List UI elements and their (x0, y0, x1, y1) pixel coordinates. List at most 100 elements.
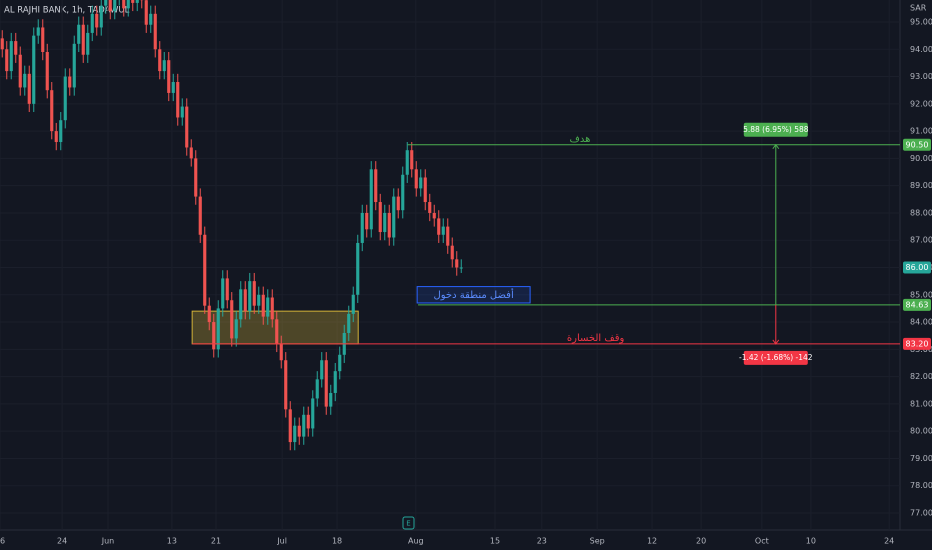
candle-body (320, 360, 324, 380)
candle-body (176, 82, 180, 118)
candle-body (257, 294, 261, 306)
candle-body (419, 177, 423, 189)
price-label-box (903, 337, 931, 350)
candle-body (369, 169, 373, 230)
y-tick-label: 81.00 (910, 399, 932, 408)
candle-body (27, 73, 31, 104)
candle-body (113, 0, 117, 12)
x-tick-label: 18 (332, 537, 342, 546)
y-tick-label: 85.00 (910, 290, 932, 299)
candle-body (410, 150, 414, 170)
candle-body (23, 73, 27, 88)
candle-body (365, 212, 369, 230)
y-tick-label: 84.00 (910, 318, 932, 327)
candle-body (329, 392, 333, 407)
y-tick-label: 92.00 (910, 99, 932, 108)
candle-body (158, 49, 162, 72)
candle-body (374, 169, 378, 203)
candle-body (185, 106, 189, 148)
currency: SAR (910, 4, 927, 13)
candle-body (50, 90, 54, 132)
candle-body (351, 294, 355, 314)
x-tick-label: Jul (276, 537, 287, 546)
x-tick-label: 20 (696, 537, 706, 546)
x-tick-label: Jun (101, 537, 115, 546)
x-tick-label: 21 (211, 537, 221, 546)
measure-label-box (743, 350, 808, 365)
candle-body (441, 226, 445, 235)
calendar-icon[interactable]: E (402, 516, 415, 530)
y-tick-label: 82.00 (910, 372, 932, 381)
candle-body (225, 278, 229, 301)
candle-body (279, 343, 283, 361)
candle-body (18, 54, 22, 88)
candle-body (59, 120, 63, 143)
candle-body (198, 196, 202, 235)
candle-body (396, 196, 400, 211)
measure-arrow (772, 143, 780, 150)
candle-body (414, 169, 418, 189)
entry-box-text: أفضل منطقة دخول (434, 288, 514, 301)
candle-body (36, 27, 40, 36)
candle-body (212, 322, 216, 350)
candle-body (288, 409, 292, 443)
candle-body (95, 13, 99, 28)
candle-body (392, 196, 396, 238)
measure-arrow (772, 339, 780, 345)
candle-body (360, 212, 364, 243)
candle-body (162, 60, 166, 72)
candle-body (167, 60, 171, 93)
candle-body (135, 0, 139, 3)
candle-body (90, 13, 94, 33)
y-tick-label: 77.00 (910, 509, 932, 518)
candle-body (207, 305, 211, 323)
x-tick-label: Sep (590, 537, 605, 546)
level-annotation: وقف الخسارة (567, 333, 625, 344)
candle-body (86, 32, 90, 55)
candle-body (234, 319, 238, 339)
candle-body (401, 174, 405, 211)
candle-body (221, 278, 225, 309)
candle-body (131, 0, 135, 3)
y-tick-label: 90.00 (910, 154, 932, 163)
candle-body (315, 379, 319, 399)
x-tick-label: 24 (884, 537, 894, 546)
candle-body (230, 300, 234, 339)
candle-body (302, 414, 306, 437)
candle-body (149, 13, 153, 25)
candle-body (261, 294, 265, 317)
measure-label-box (743, 122, 808, 137)
y-tick-label: 80.00 (910, 427, 932, 436)
price-label-box (903, 298, 931, 311)
candle-body (63, 76, 67, 121)
candle-body (293, 425, 297, 443)
last-price-box (903, 261, 931, 274)
x-tick-label: 13 (167, 537, 177, 546)
candle-body (405, 150, 409, 175)
candle-body (194, 158, 198, 197)
candle-body (356, 242, 360, 295)
candle-body (5, 49, 9, 72)
x-tick-label: Aug (408, 537, 424, 546)
x-tick-label: 23 (537, 537, 547, 546)
candle-body (432, 212, 436, 219)
y-tick-label: 91.00 (910, 127, 932, 136)
candle-body (9, 41, 13, 72)
candle-body (153, 13, 157, 50)
price-label: 90.50 (906, 140, 929, 149)
price-label: 84.63 (906, 300, 929, 309)
candle-body (387, 212, 391, 238)
level-annotation: هدف (570, 134, 591, 145)
candle-body (243, 289, 247, 312)
y-tick-label: 79.00 (910, 454, 932, 463)
y-tick-label: 93.00 (910, 72, 932, 81)
x-tick-label: 24 (57, 537, 67, 546)
candle-body (41, 27, 45, 53)
candle-body (180, 106, 184, 118)
candle-body (122, 0, 126, 9)
candle-body (306, 414, 310, 429)
candle-body (423, 177, 427, 203)
icon-glyph: E (406, 520, 410, 528)
